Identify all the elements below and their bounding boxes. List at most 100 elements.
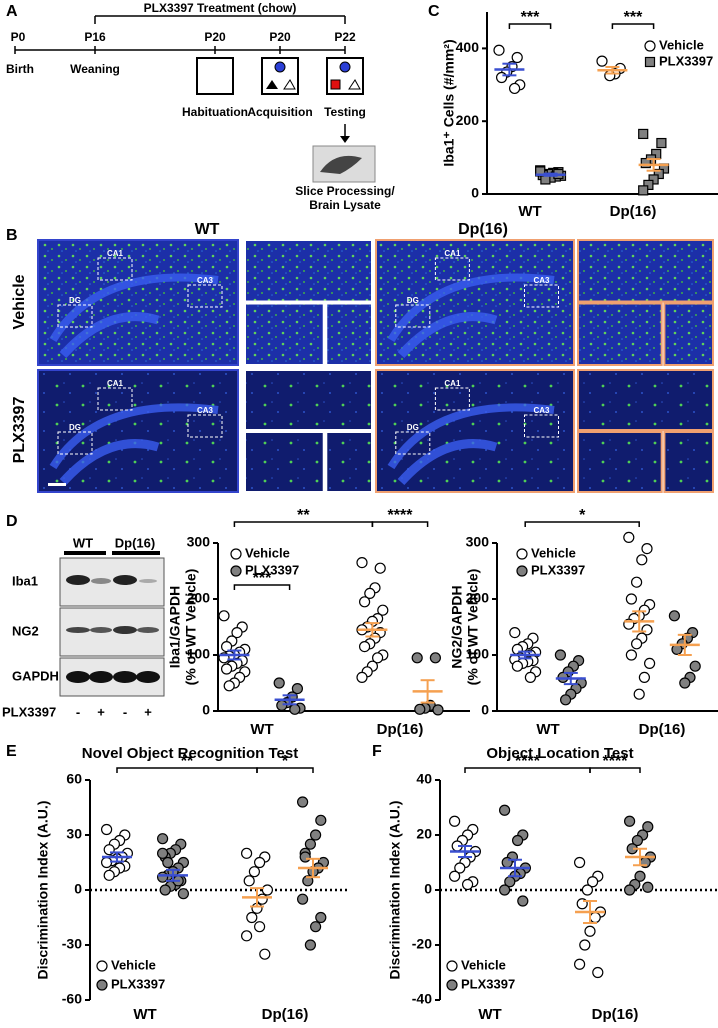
hippocampus	[49, 273, 219, 343]
band	[139, 579, 157, 583]
data-point	[689, 660, 701, 672]
zoom-image	[577, 369, 714, 431]
micrographs: CA1 CA3 DG CA1 CA3 DG CA1 CA3 DG CA1 CA3 DG	[37, 239, 715, 493]
y-axis-label: (% of WT Vehicle)	[183, 569, 199, 686]
legend-label: PLX3397	[531, 562, 585, 577]
data-point	[517, 895, 529, 907]
region-box	[434, 387, 470, 411]
significance-label: ***	[624, 9, 643, 26]
data-point	[372, 652, 384, 664]
data-point	[511, 51, 523, 64]
data-point	[364, 587, 376, 600]
region-box	[524, 284, 559, 308]
y-axis-label: Iba1/GAPDH	[167, 586, 183, 668]
panel-label: C	[428, 3, 440, 20]
y-axis-label: NG2/GAPDH	[449, 585, 465, 668]
y-axis-label: Discrimination Index (A.U.)	[35, 801, 51, 980]
data-point	[589, 911, 601, 924]
data-point	[241, 847, 253, 859]
region-label: CA1	[107, 249, 124, 258]
age-label: P20	[269, 30, 291, 44]
band	[90, 627, 112, 633]
legend-marker	[230, 565, 242, 577]
x-tick-label: Dp(16)	[592, 1006, 639, 1023]
significance-bracket	[589, 767, 641, 773]
data-point	[511, 660, 524, 672]
data-point	[157, 847, 169, 859]
region-box	[395, 431, 431, 455]
data-point	[573, 958, 586, 970]
band	[91, 578, 111, 584]
data-point	[254, 856, 266, 869]
hippocampus	[59, 312, 160, 359]
age-label: P16	[84, 30, 106, 44]
legend-label: Vehicle	[659, 37, 704, 52]
zoom-image	[325, 302, 373, 366]
data-point	[356, 556, 368, 569]
outcome-label: Slice Processing/	[295, 184, 395, 198]
data-point	[643, 657, 656, 670]
data-point	[100, 823, 113, 836]
y-tick-label: 100	[187, 646, 211, 662]
legend-label: Vehicle	[111, 957, 156, 972]
significance-label: **	[181, 753, 194, 770]
x-tick-label: Dp(16)	[377, 721, 424, 738]
data-point	[631, 834, 644, 847]
y-tick-label: 0	[471, 185, 479, 201]
data-point	[581, 884, 594, 896]
data-point	[641, 542, 653, 555]
legend-marker	[446, 960, 458, 972]
data-point	[592, 966, 604, 979]
data-point	[304, 939, 316, 951]
data-point	[248, 866, 260, 878]
data-point	[103, 869, 115, 881]
data-point	[299, 851, 311, 863]
age-label: P20	[204, 30, 226, 44]
data-point	[573, 856, 586, 869]
hippocampus	[387, 273, 555, 343]
hippocampus	[387, 403, 555, 470]
zoom-image	[325, 431, 373, 493]
data-point	[642, 881, 654, 893]
legend-marker	[96, 979, 108, 991]
object	[283, 79, 296, 90]
data-point	[297, 893, 309, 905]
x-tick-label: Dp(16)	[639, 721, 686, 738]
significance-label: *	[282, 753, 289, 770]
data-point	[554, 649, 567, 661]
data-point	[638, 671, 651, 684]
panel-label: D	[6, 513, 18, 530]
x-tick-label: Dp(16)	[610, 203, 657, 220]
data-point	[634, 870, 646, 882]
legend-label: PLX3397	[659, 53, 713, 68]
x-tick-label: WT	[250, 721, 273, 738]
data-point	[499, 804, 511, 816]
band	[137, 627, 159, 633]
data-point	[499, 884, 511, 896]
data-point	[625, 593, 638, 605]
slice-image	[320, 155, 362, 174]
arena	[196, 57, 234, 95]
data-point	[241, 930, 253, 942]
significance-label: ***	[521, 9, 540, 26]
data-point	[630, 638, 643, 650]
data-point	[429, 652, 441, 664]
data-point	[218, 610, 230, 622]
chart-title: Object Location Test	[486, 745, 633, 762]
significance-label: ***	[253, 570, 272, 587]
x-tick-label: WT	[478, 1006, 501, 1023]
legend-marker	[516, 565, 528, 577]
band	[66, 627, 90, 633]
blot-group: Dp(16)	[115, 535, 155, 550]
y-tick-label: 60	[66, 771, 82, 787]
data-point	[223, 680, 235, 692]
x-tick-label: WT	[133, 1006, 156, 1023]
hippocampus	[59, 439, 160, 486]
significance-label: ****	[388, 507, 414, 524]
legend-label: PLX3397	[111, 976, 165, 991]
phase-label: Acquisition	[247, 105, 312, 119]
band	[113, 575, 137, 585]
zoom-image	[663, 431, 715, 493]
significance-label: *	[579, 507, 586, 524]
